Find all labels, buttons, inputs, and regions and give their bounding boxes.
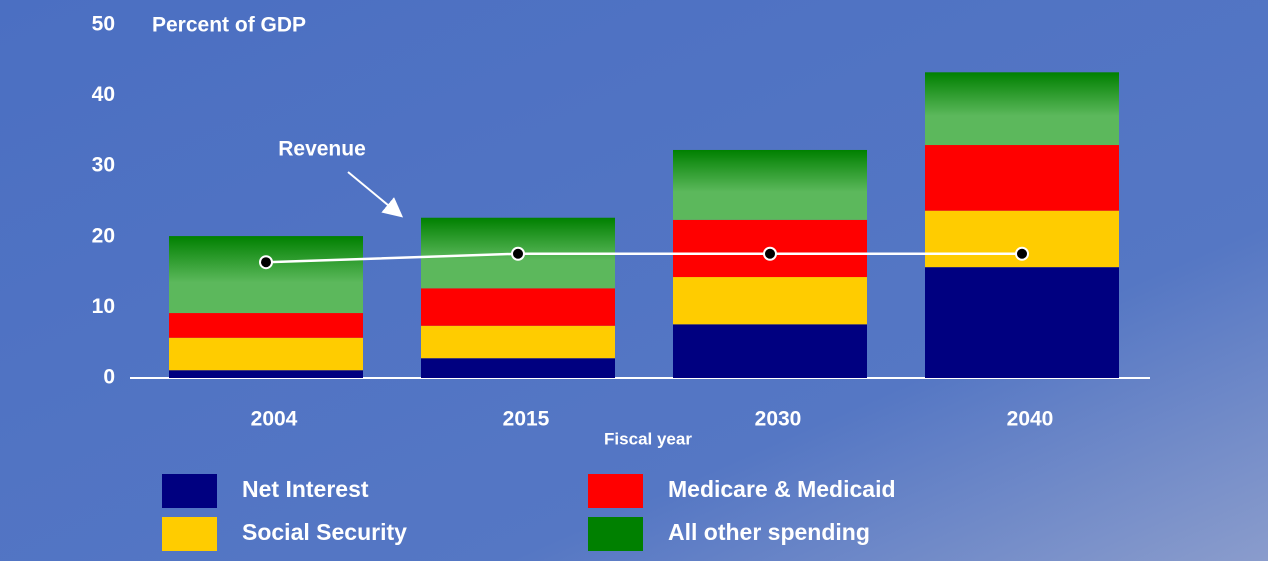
- revenue-point: [511, 246, 525, 261]
- bar-segment: [925, 72, 1119, 146]
- bar-segment: [925, 145, 1119, 211]
- bar-segment: [421, 358, 615, 378]
- bar-segment: [169, 337, 363, 371]
- bar-segment: [421, 325, 615, 359]
- legend-label: All other spending: [668, 519, 870, 545]
- x-axis-label: Fiscal year: [604, 429, 692, 448]
- revenue-point: [763, 246, 777, 261]
- bar-segment: [169, 370, 363, 378]
- legend-label: Social Security: [242, 519, 407, 545]
- legend-swatch: [162, 474, 217, 508]
- revenue-point: [259, 255, 273, 270]
- y-tick-label: 30: [92, 154, 115, 177]
- bar-segment: [169, 236, 363, 314]
- legend-swatch: [588, 474, 643, 508]
- bar-segment: [925, 267, 1119, 378]
- y-axis-label: Percent of GDP: [152, 14, 306, 37]
- x-tick-label: 2030: [755, 408, 802, 431]
- bar-segment: [673, 149, 867, 220]
- revenue-line: [265, 252, 1022, 264]
- y-tick-label: 50: [92, 13, 115, 36]
- legend-swatch: [162, 517, 217, 551]
- y-tick-label: 40: [92, 83, 115, 106]
- y-tick-label: 10: [92, 295, 115, 318]
- x-tick-label: 2004: [251, 408, 298, 431]
- legend-label: Net Interest: [242, 476, 369, 502]
- x-tick-label: 2015: [503, 408, 550, 431]
- bar-segment: [673, 277, 867, 325]
- x-tick-label: 2040: [1007, 408, 1054, 431]
- bar-segment: [169, 313, 363, 338]
- revenue-point: [1015, 246, 1029, 261]
- y-tick-label: 20: [92, 224, 115, 247]
- legend-label: Medicare & Medicaid: [668, 476, 896, 502]
- bar-segment: [421, 288, 615, 326]
- y-tick-label: 0: [103, 366, 115, 389]
- bar-segment: [673, 324, 867, 378]
- annotation-arrow: [347, 171, 404, 218]
- legend-swatch: [588, 517, 643, 551]
- line-annotation: Revenue: [278, 138, 366, 161]
